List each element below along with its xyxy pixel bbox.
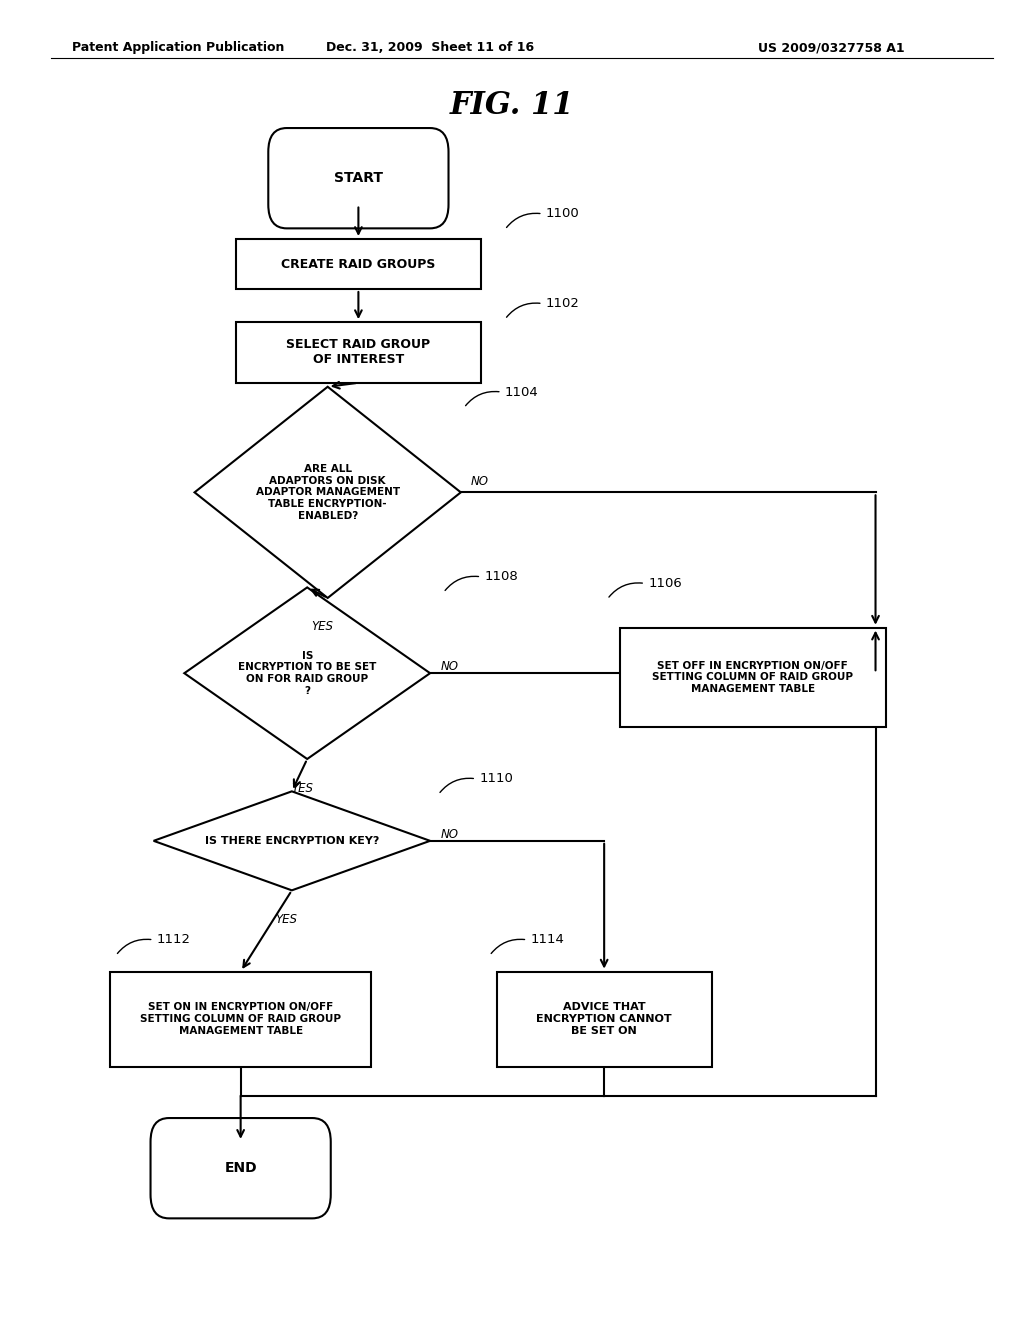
- Text: 1110: 1110: [479, 772, 513, 785]
- Text: IS THERE ENCRYPTION KEY?: IS THERE ENCRYPTION KEY?: [205, 836, 379, 846]
- Text: 1114: 1114: [530, 933, 564, 946]
- Bar: [497, 972, 712, 1067]
- Text: IS
ENCRYPTION TO BE SET
ON FOR RAID GROUP
?: IS ENCRYPTION TO BE SET ON FOR RAID GROU…: [238, 651, 377, 696]
- FancyBboxPatch shape: [268, 128, 449, 228]
- Text: START: START: [334, 172, 383, 185]
- Text: 1108: 1108: [484, 570, 518, 583]
- Text: Patent Application Publication: Patent Application Publication: [72, 41, 284, 54]
- Text: NO: NO: [471, 475, 489, 488]
- Text: ADVICE THAT
ENCRYPTION CANNOT
BE SET ON: ADVICE THAT ENCRYPTION CANNOT BE SET ON: [537, 1002, 672, 1036]
- Text: 1102: 1102: [546, 297, 580, 310]
- Text: NO: NO: [440, 660, 459, 673]
- Bar: [236, 239, 481, 289]
- Text: END: END: [224, 1162, 257, 1175]
- Text: YES: YES: [275, 913, 298, 925]
- Polygon shape: [154, 792, 430, 890]
- Text: US 2009/0327758 A1: US 2009/0327758 A1: [758, 41, 904, 54]
- Text: 1104: 1104: [505, 385, 539, 399]
- Text: SET OFF IN ENCRYPTION ON/OFF
SETTING COLUMN OF RAID GROUP
MANAGEMENT TABLE: SET OFF IN ENCRYPTION ON/OFF SETTING COL…: [652, 660, 853, 694]
- Text: FIG. 11: FIG. 11: [450, 90, 574, 121]
- Bar: [620, 628, 886, 726]
- Text: NO: NO: [440, 828, 459, 841]
- Bar: [110, 972, 371, 1067]
- Text: YES: YES: [291, 781, 313, 795]
- Text: SELECT RAID GROUP
OF INTEREST: SELECT RAID GROUP OF INTEREST: [287, 338, 430, 367]
- Text: YES: YES: [311, 620, 334, 634]
- FancyBboxPatch shape: [151, 1118, 331, 1218]
- Text: ARE ALL
ADAPTORS ON DISK
ADAPTOR MANAGEMENT
TABLE ENCRYPTION-
ENABLED?: ARE ALL ADAPTORS ON DISK ADAPTOR MANAGEM…: [256, 465, 399, 520]
- Polygon shape: [195, 387, 461, 598]
- Text: 1112: 1112: [157, 933, 190, 946]
- Text: SET ON IN ENCRYPTION ON/OFF
SETTING COLUMN OF RAID GROUP
MANAGEMENT TABLE: SET ON IN ENCRYPTION ON/OFF SETTING COLU…: [140, 1002, 341, 1036]
- Text: CREATE RAID GROUPS: CREATE RAID GROUPS: [282, 257, 435, 271]
- Bar: [236, 322, 481, 383]
- Polygon shape: [184, 587, 430, 759]
- Text: 1106: 1106: [648, 577, 682, 590]
- Text: Dec. 31, 2009  Sheet 11 of 16: Dec. 31, 2009 Sheet 11 of 16: [326, 41, 535, 54]
- Text: 1100: 1100: [546, 207, 580, 220]
